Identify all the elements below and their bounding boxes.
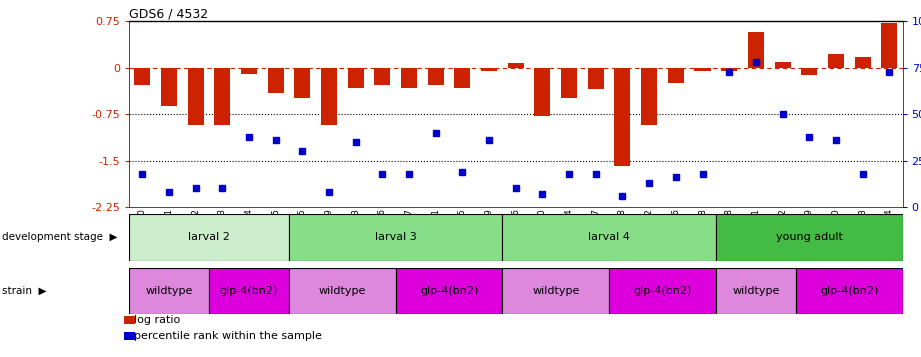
Text: development stage  ▶: development stage ▶ — [2, 232, 117, 242]
Text: wildtype: wildtype — [732, 286, 779, 296]
Bar — [641, 68, 658, 125]
Text: wildtype: wildtype — [319, 286, 366, 296]
Bar — [668, 68, 683, 83]
Bar — [716, 214, 903, 261]
Bar — [129, 268, 209, 314]
Text: larval 4: larval 4 — [589, 232, 630, 242]
Text: glp-4(bn2): glp-4(bn2) — [420, 286, 478, 296]
Text: young adult: young adult — [775, 232, 843, 242]
Bar — [534, 68, 551, 116]
Text: glp-4(bn2): glp-4(bn2) — [220, 286, 278, 296]
Text: wildtype: wildtype — [532, 286, 579, 296]
Bar — [289, 268, 396, 314]
Bar — [775, 62, 790, 68]
Bar — [401, 68, 417, 87]
Text: larval 2: larval 2 — [188, 232, 230, 242]
Bar — [454, 68, 471, 87]
Bar — [321, 68, 337, 125]
Bar — [828, 54, 844, 68]
Bar — [588, 68, 604, 90]
Text: glp-4(bn2): glp-4(bn2) — [634, 286, 692, 296]
Bar — [881, 23, 897, 68]
Bar — [609, 268, 716, 314]
Bar — [374, 68, 391, 85]
Bar — [855, 57, 870, 68]
Text: strain  ▶: strain ▶ — [2, 286, 46, 296]
Text: log ratio: log ratio — [134, 315, 180, 325]
Bar — [268, 68, 284, 92]
Bar — [129, 214, 289, 261]
Text: GDS6 / 4532: GDS6 / 4532 — [129, 7, 208, 20]
Bar — [348, 68, 364, 87]
Bar — [796, 268, 903, 314]
Bar — [134, 68, 150, 85]
Text: larval 3: larval 3 — [375, 232, 416, 242]
Text: percentile rank within the sample: percentile rank within the sample — [134, 331, 321, 341]
Bar — [721, 68, 737, 71]
Bar — [295, 68, 310, 97]
Bar — [561, 68, 577, 97]
Bar — [209, 268, 289, 314]
Bar — [614, 68, 631, 166]
Text: wildtype: wildtype — [146, 286, 192, 296]
Text: glp-4(bn2): glp-4(bn2) — [820, 286, 879, 296]
Bar — [507, 63, 524, 68]
Bar — [748, 32, 764, 68]
Bar — [801, 68, 817, 75]
Bar — [503, 268, 609, 314]
Bar — [289, 214, 503, 261]
Bar — [481, 68, 497, 71]
Bar — [503, 214, 716, 261]
Bar — [161, 68, 177, 106]
Bar — [427, 68, 444, 85]
Bar — [716, 268, 796, 314]
Bar — [215, 68, 230, 125]
Bar — [694, 68, 710, 71]
Bar — [188, 68, 204, 125]
Bar — [241, 68, 257, 74]
Bar — [396, 268, 503, 314]
